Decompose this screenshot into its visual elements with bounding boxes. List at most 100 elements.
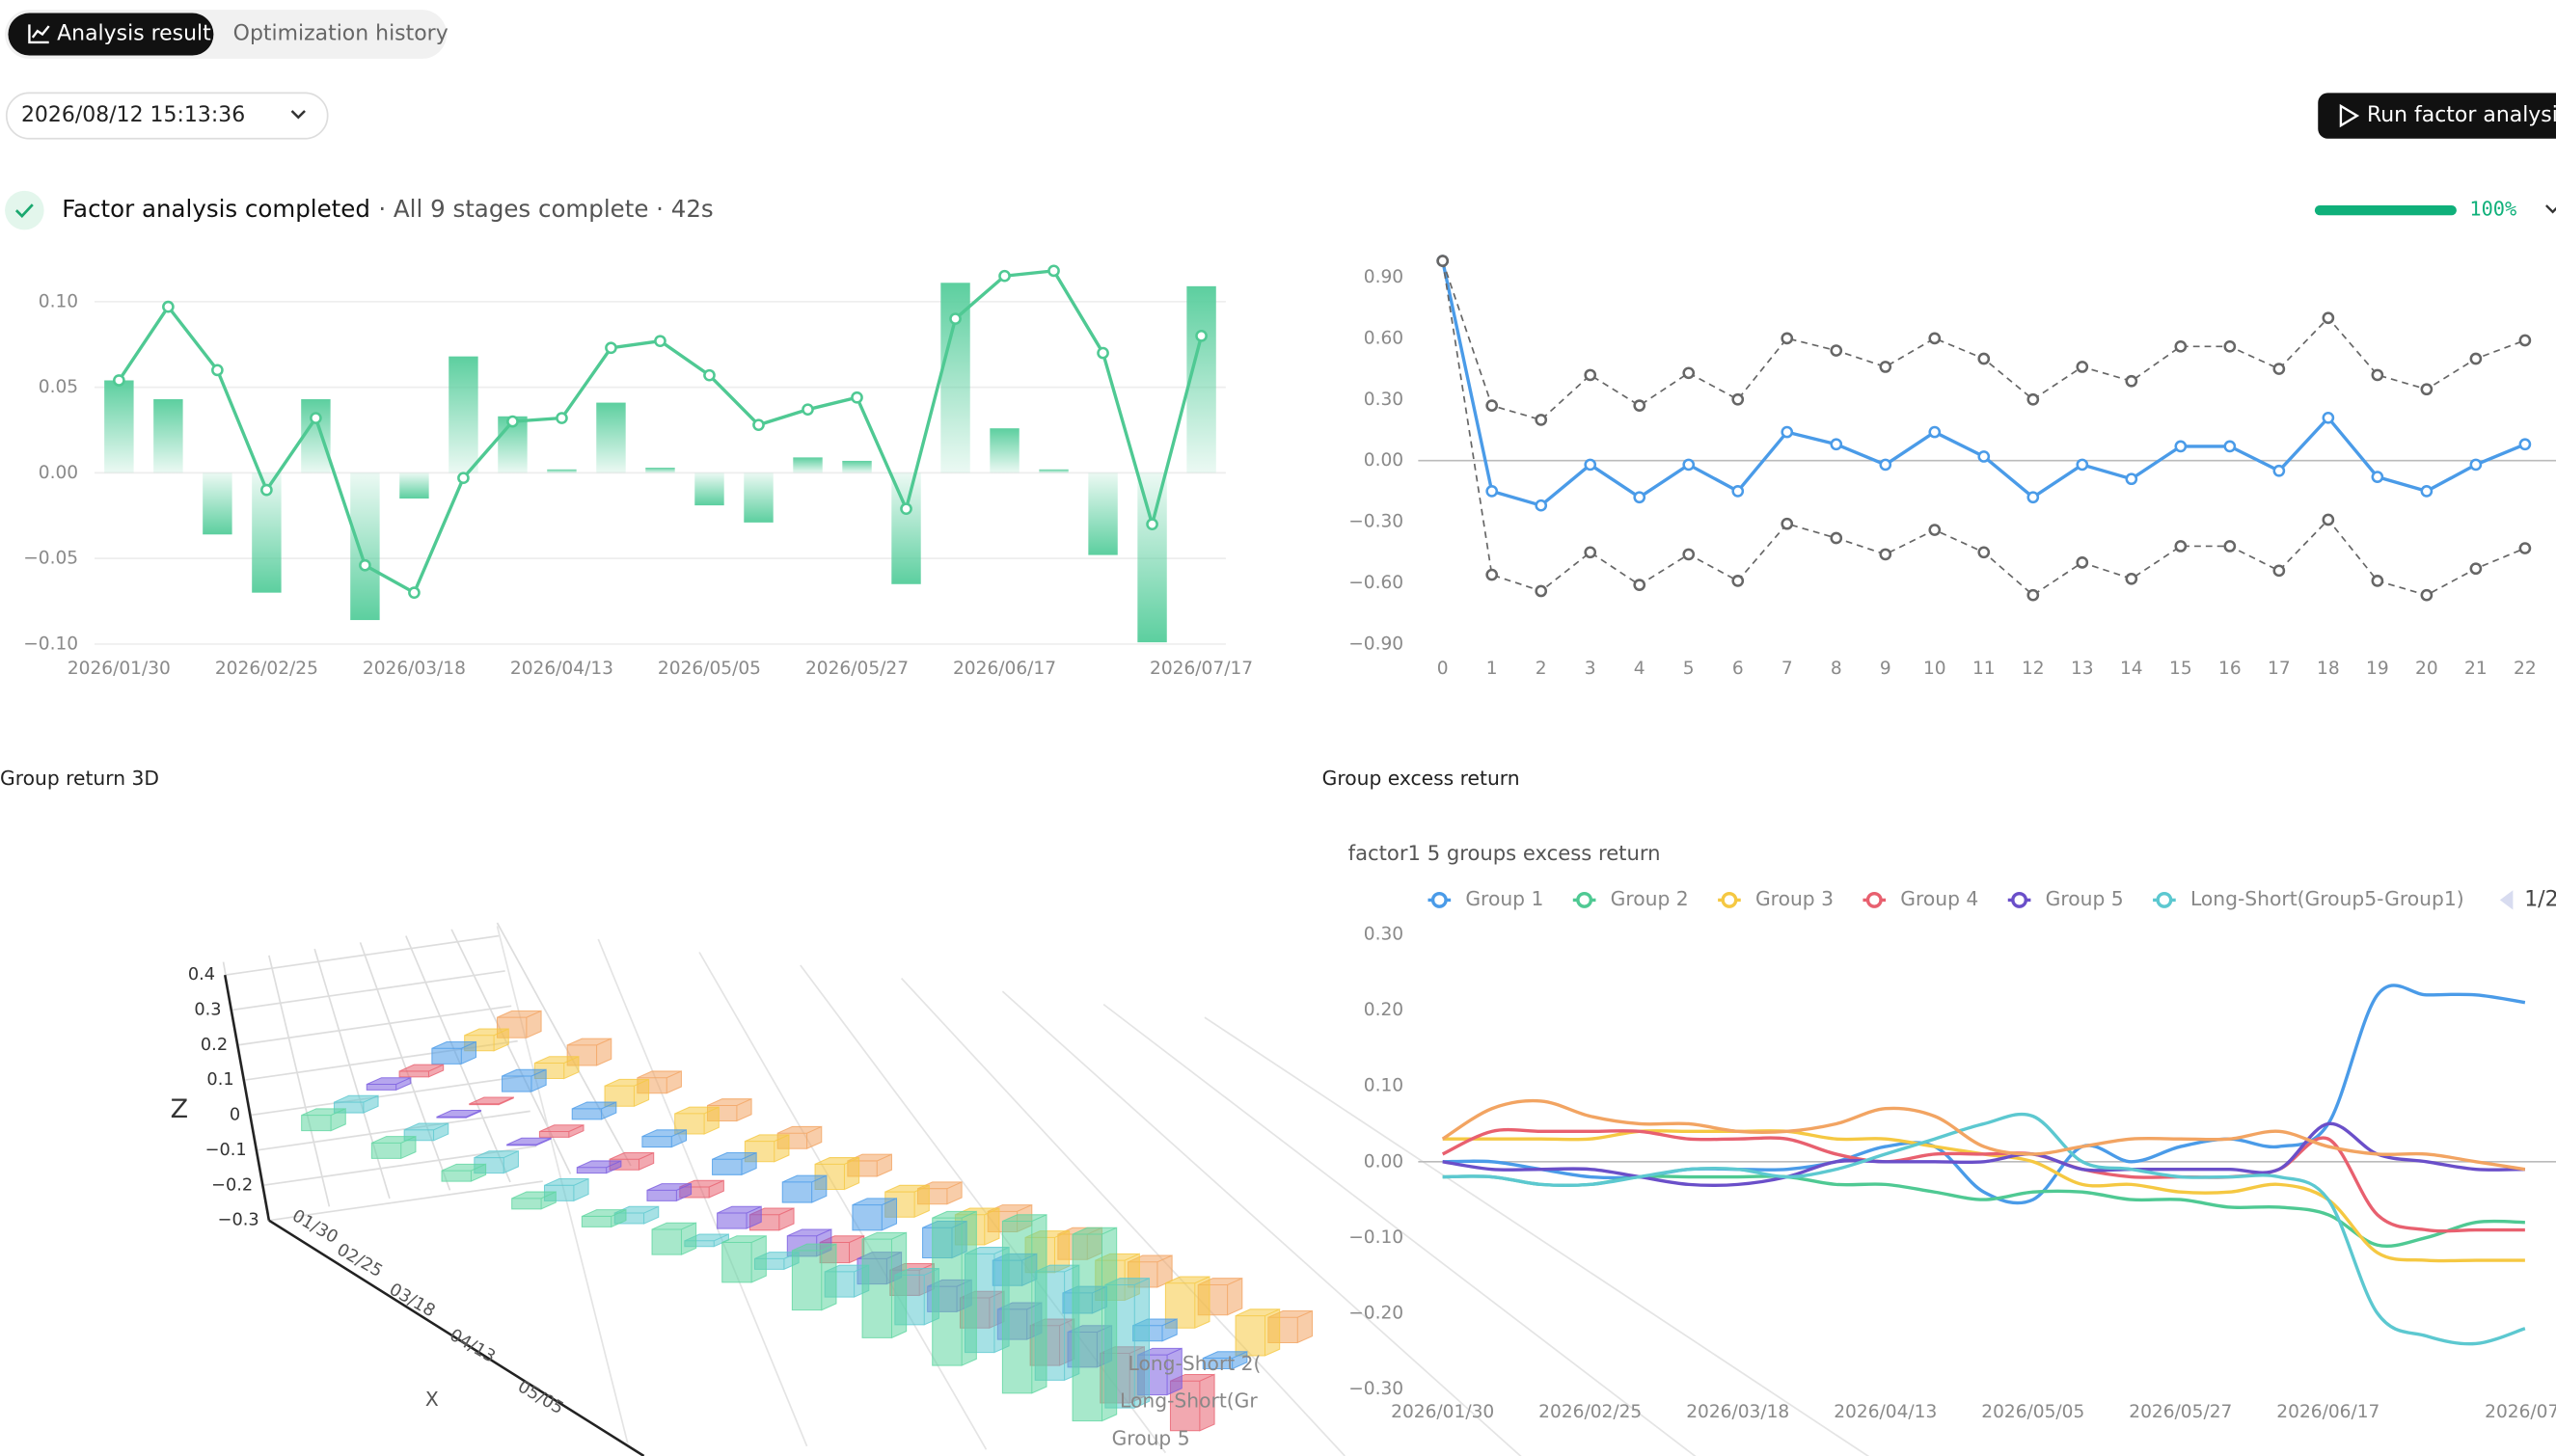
x-tick-label: 5 (1683, 659, 1695, 679)
x-tick-label: 4 (1634, 659, 1645, 679)
point (2174, 540, 2188, 553)
y-tick-label: 0.00 (1364, 450, 1403, 471)
bar-3d (538, 1123, 585, 1139)
bar-3d (604, 1078, 650, 1108)
point (506, 415, 519, 428)
point (2420, 588, 2434, 602)
y-tick-label: 0.00 (39, 463, 78, 483)
bar (744, 472, 774, 523)
bar (645, 468, 675, 473)
x-tick-label: 0 (1437, 659, 1449, 679)
point (1584, 458, 1597, 472)
point (900, 502, 912, 515)
x-tick-label: 2026/03/18 (1686, 1402, 1789, 1422)
tab[interactable]: Analysis result (57, 22, 211, 46)
bar (842, 460, 872, 473)
bar (104, 380, 134, 473)
bar-3d (852, 1198, 898, 1231)
point (1781, 425, 1794, 439)
y-tick-label: 0.10 (39, 291, 78, 311)
x-tick-label: 8 (1831, 659, 1842, 679)
legend-swatch (1721, 891, 1738, 908)
point (1485, 568, 1499, 581)
run-button[interactable] (2318, 93, 2556, 139)
legend-swatch (1865, 891, 1883, 908)
point (359, 558, 371, 572)
bar (990, 428, 1020, 473)
bar-3d (641, 1129, 688, 1148)
series-line (1441, 260, 2526, 508)
y-tick-label: 0.10 (1364, 1076, 1403, 1096)
date-select[interactable] (5, 92, 329, 140)
chart-icon (28, 24, 50, 44)
point (2026, 588, 2040, 602)
legend-label: Group 3 (1755, 887, 1834, 910)
x-tick-label: 2026/03/18 (363, 659, 466, 679)
x-tick-label: 02/25 (334, 1240, 386, 1281)
y-tick-label: 0.20 (1364, 1000, 1403, 1020)
x-tick-label: 2026/04/13 (510, 659, 613, 679)
bar (399, 472, 429, 499)
point (2518, 334, 2532, 347)
point (1584, 368, 1597, 382)
bar-3d (646, 1182, 693, 1202)
point (2076, 361, 2089, 373)
point (2371, 368, 2384, 382)
tab-active[interactable] (8, 13, 214, 56)
point (1977, 352, 1991, 365)
legend-pager-prev[interactable] (2499, 890, 2514, 910)
bar-3d (721, 1234, 767, 1283)
point (1682, 458, 1696, 472)
point (2371, 471, 2384, 483)
x-tick-label: 2026/05/05 (658, 659, 761, 679)
bar-3d (712, 1151, 757, 1176)
z-tick-label: −0.1 (205, 1141, 247, 1160)
point (2125, 374, 2138, 388)
point (2322, 411, 2335, 424)
legend-swatch (2011, 891, 2028, 908)
chevron (290, 110, 306, 120)
series-line (1441, 260, 2526, 597)
chevron (2545, 204, 2556, 214)
bar (596, 402, 626, 473)
x-tick-label: 2026/07/17 (1150, 659, 1253, 679)
bar (350, 472, 380, 621)
x-tick-label: 15 (2169, 659, 2192, 679)
point (1682, 548, 1696, 561)
run-button-label[interactable]: Run factor analysis (2367, 103, 2556, 127)
y-tick-label: −0.20 (1348, 1304, 1403, 1324)
bar-3d (506, 1137, 552, 1146)
point (752, 418, 765, 431)
series-line (1441, 260, 2526, 421)
point (1781, 332, 1794, 345)
y-tick-label: −0.60 (1348, 573, 1403, 593)
point (1633, 491, 1646, 504)
point (1097, 346, 1109, 360)
point (2076, 556, 2089, 569)
z-tick-label: 0.2 (201, 1036, 228, 1055)
point (2223, 540, 2237, 553)
x-tick-label: 9 (1880, 659, 1891, 679)
y-tick-label: −0.30 (1348, 1379, 1403, 1399)
x-tick-label: 2026/01/30 (1391, 1402, 1494, 1422)
x-tick-label: 05/05 (514, 1377, 566, 1418)
point (2125, 572, 2138, 585)
point (1830, 531, 1843, 545)
bar-3d (781, 1174, 828, 1203)
point (2469, 352, 2483, 365)
x-tick-label: 2026/06/17 (2276, 1402, 2379, 1422)
bar-3d (366, 1076, 412, 1092)
grid-line (250, 1075, 525, 1117)
bar (891, 472, 921, 584)
point (1879, 361, 1892, 373)
point (2469, 562, 2483, 576)
point (113, 374, 125, 387)
y-tick-label: 0.30 (1364, 390, 1403, 410)
point (556, 412, 568, 424)
point (1977, 546, 1991, 559)
point (1928, 425, 1942, 439)
point (1830, 344, 1843, 357)
point (2518, 438, 2532, 451)
tab[interactable]: Optimization history (233, 22, 449, 46)
z-tick-label: 0.1 (206, 1070, 233, 1090)
